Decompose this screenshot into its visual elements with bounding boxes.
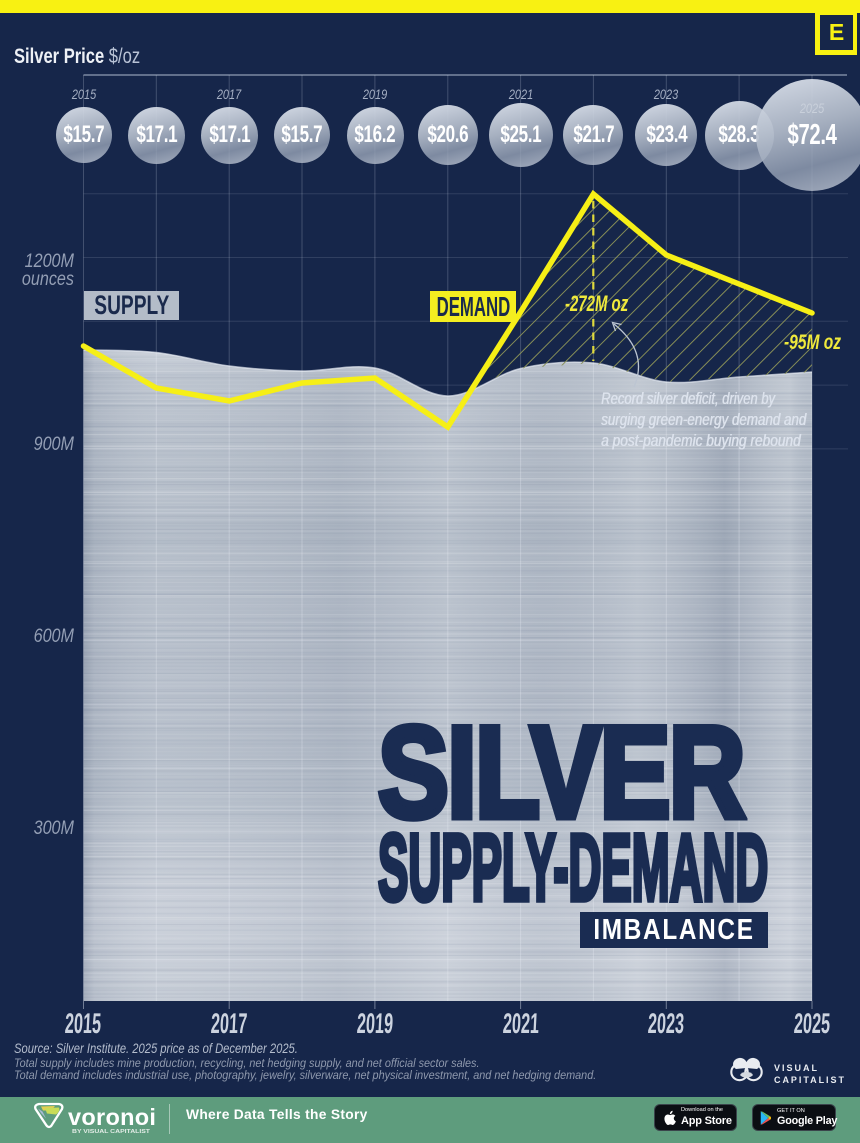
svg-text:voronoi: voronoi [68, 1104, 156, 1130]
svg-text:BY VISUAL CAPITALIST: BY VISUAL CAPITALIST [72, 1129, 151, 1135]
svg-text:VISUAL: VISUAL [774, 1063, 818, 1073]
svg-text:CAPITALIST: CAPITALIST [774, 1075, 844, 1085]
